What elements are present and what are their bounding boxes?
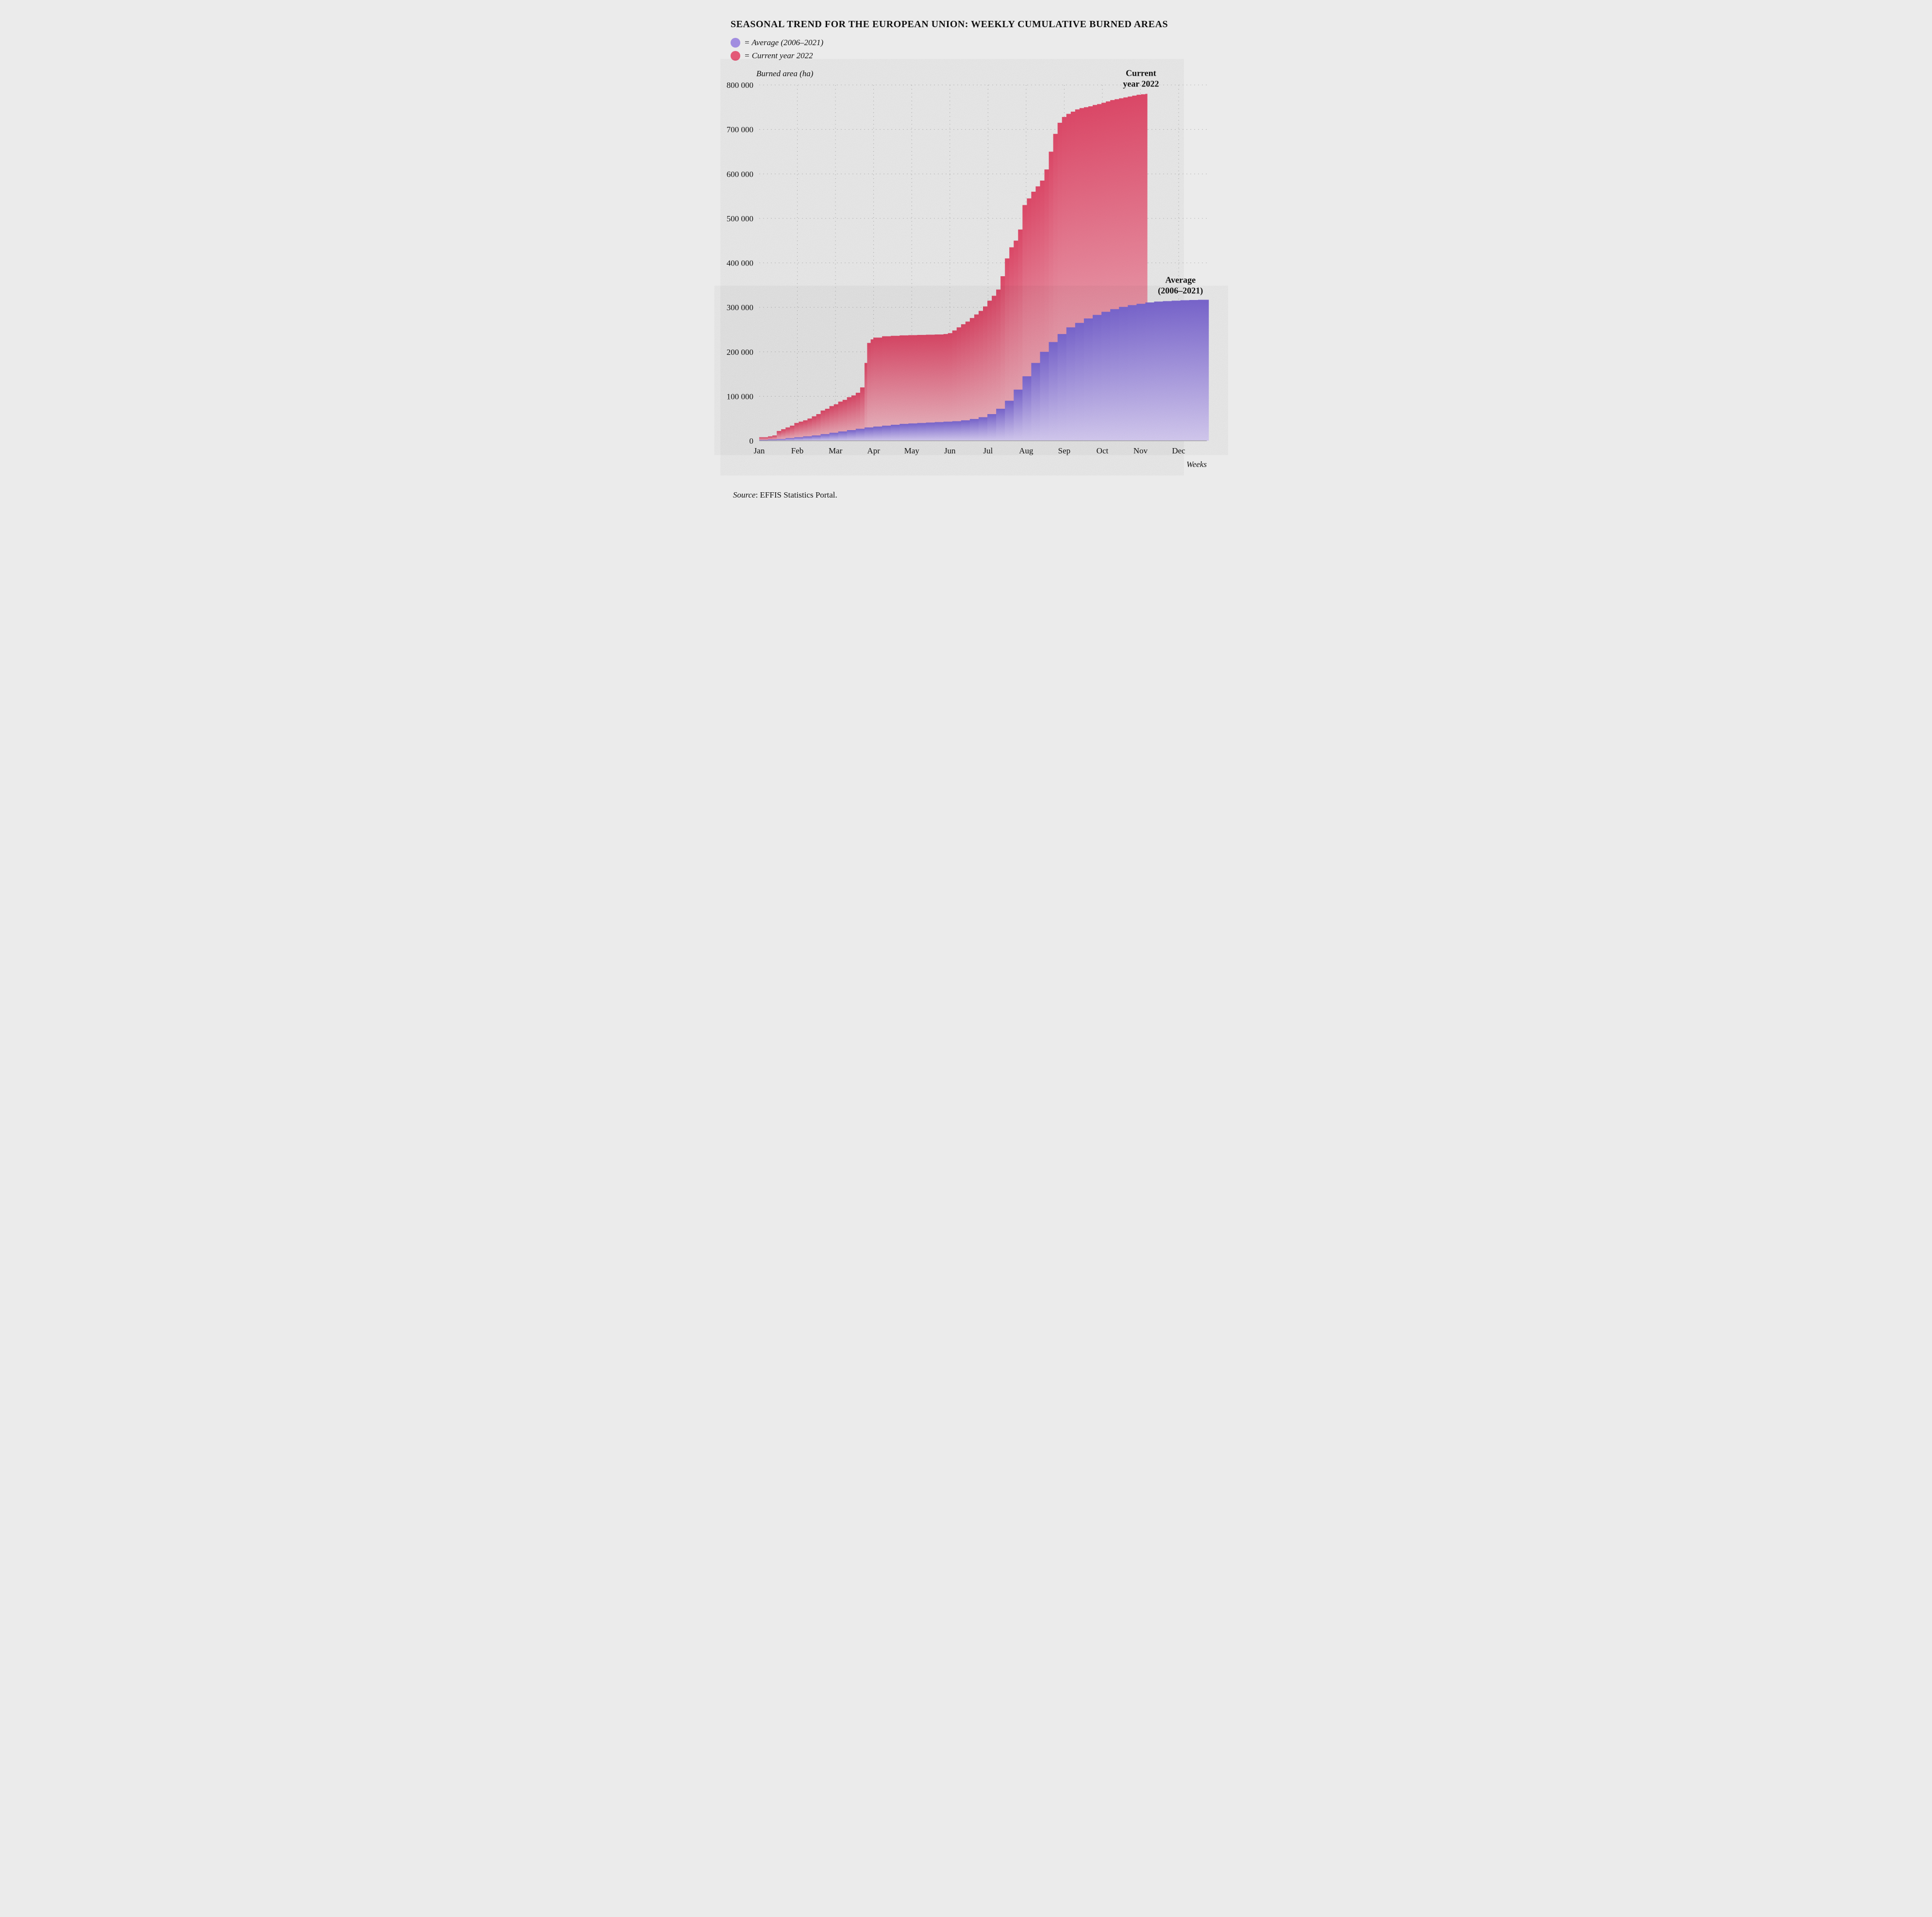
svg-text:300 000: 300 000 xyxy=(727,303,753,312)
svg-text:Apr: Apr xyxy=(867,446,880,455)
svg-text:Jan: Jan xyxy=(754,446,765,455)
svg-text:400 000: 400 000 xyxy=(727,259,753,268)
chart-page: SEASONAL TREND FOR THE EUROPEAN UNION: W… xyxy=(704,0,1228,520)
source-text: : EFFIS Statistics Portal. xyxy=(756,490,837,500)
svg-text:200 000: 200 000 xyxy=(727,348,753,357)
svg-text:700 000: 700 000 xyxy=(727,125,753,134)
svg-text:Weeks: Weeks xyxy=(1186,460,1207,469)
area-average xyxy=(759,300,1209,441)
svg-text:Aug: Aug xyxy=(1019,446,1033,455)
svg-text:Current: Current xyxy=(1126,68,1156,78)
svg-text:Nov: Nov xyxy=(1133,446,1148,455)
svg-text:100 000: 100 000 xyxy=(727,392,753,401)
svg-text:Jul: Jul xyxy=(983,446,993,455)
chart-svg: 0 100 000 200 000 300 000 400 000 500 000 600 … xyxy=(704,0,1228,520)
svg-text:Mar: Mar xyxy=(829,446,843,455)
svg-text:500 000: 500 000 xyxy=(727,214,753,223)
svg-text:Jun: Jun xyxy=(944,446,956,455)
svg-text:Oct: Oct xyxy=(1097,446,1109,455)
source-label: Source xyxy=(733,490,756,500)
svg-text:year 2022: year 2022 xyxy=(1123,79,1159,89)
svg-text:Sep: Sep xyxy=(1058,446,1071,455)
svg-text:(2006–2021): (2006–2021) xyxy=(1158,286,1203,296)
svg-text:600 000: 600 000 xyxy=(727,169,753,179)
svg-text:Average: Average xyxy=(1165,275,1196,285)
svg-text:Dec: Dec xyxy=(1172,446,1185,455)
source-line: Source: EFFIS Statistics Portal. xyxy=(733,490,837,500)
svg-text:800 000: 800 000 xyxy=(727,81,753,90)
svg-text:May: May xyxy=(904,446,920,455)
svg-text:Feb: Feb xyxy=(791,446,804,455)
svg-text:0: 0 xyxy=(749,436,754,446)
